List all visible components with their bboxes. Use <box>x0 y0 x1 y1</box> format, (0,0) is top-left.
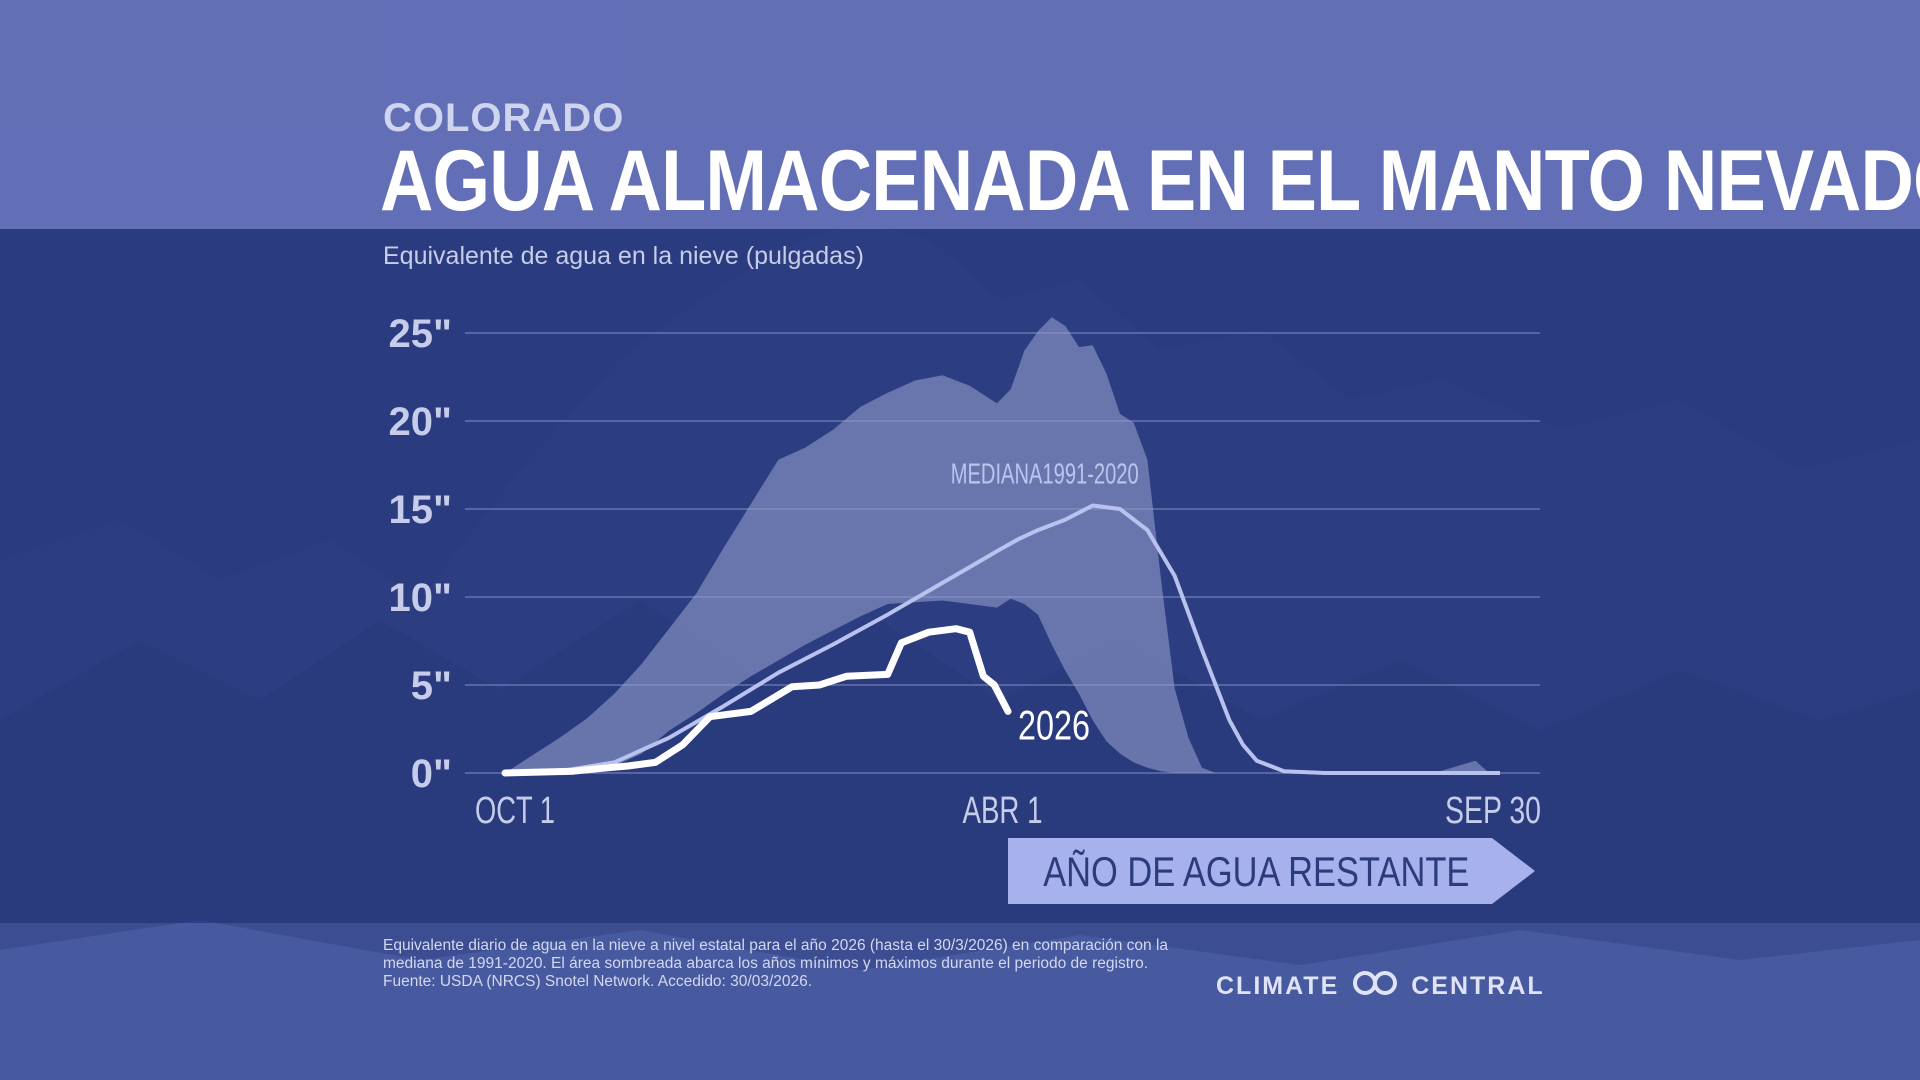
y-tick-labels: 0" 5" 10" 15" 20" 25" <box>389 312 452 796</box>
current-year-label: 2026 <box>1018 701 1090 748</box>
page-title: AGUA ALMACENADA EN EL MANTO NEVADO <box>380 133 1920 229</box>
current-year-line <box>501 625 1012 777</box>
y-tick-label: 0" <box>411 752 452 796</box>
median-line <box>504 503 1500 775</box>
median-label: MEDIANA1991-2020 <box>951 458 1139 490</box>
footer-band <box>0 923 1920 1080</box>
y-tick-label: 15" <box>389 488 452 532</box>
x-tick-labels: OCT 1 ABR 1 SEP 30 <box>475 790 1541 832</box>
footnote: Equivalente diario de agua en la nieve a… <box>383 937 1169 990</box>
min-max-range-area <box>505 317 1500 773</box>
y-tick-label: 5" <box>411 664 452 708</box>
y-tick-label: 20" <box>389 400 452 444</box>
x-tick-label: SEP 30 <box>1445 790 1541 832</box>
brand-left-text: CLIMATE <box>1216 972 1340 1000</box>
brand-right-text: CENTRAL <box>1411 972 1545 1000</box>
climate-central-logo: CLIMATE CENTRAL <box>1216 970 1545 1003</box>
y-tick-label: 10" <box>389 576 452 620</box>
x-tick-label: ABR 1 <box>963 790 1043 832</box>
x-tick-label: OCT 1 <box>475 790 555 832</box>
climate-central-icon <box>1349 970 1401 1003</box>
y-axis-label: Equivalente de agua en la nieve (pulgada… <box>383 242 864 270</box>
remaining-year-label: AÑO DE AGUA RESTANTE <box>1043 848 1470 895</box>
y-tick-label: 25" <box>389 312 452 356</box>
state-label: COLORADO <box>383 96 625 140</box>
remaining-year-arrow <box>1008 838 1535 904</box>
title-band <box>0 0 1920 229</box>
